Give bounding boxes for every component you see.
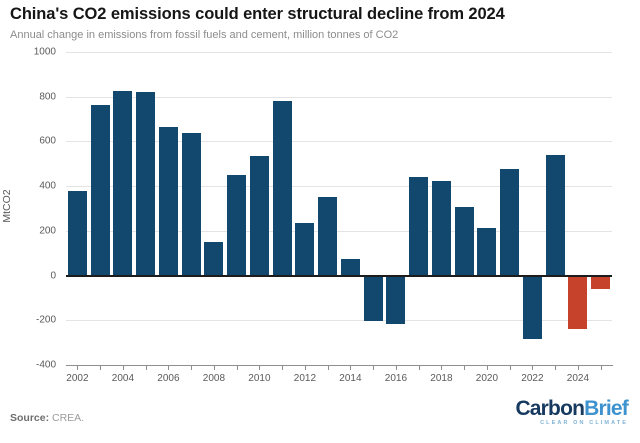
gridline-200 xyxy=(66,230,612,232)
x-tick-label-2014: 2014 xyxy=(339,373,362,384)
x-tick-2019 xyxy=(464,366,466,370)
y-tick-label--200: -200 xyxy=(35,314,56,326)
zero-baseline xyxy=(66,274,612,277)
bar-2024 xyxy=(568,275,588,330)
x-tick-2005 xyxy=(145,366,147,370)
x-tick-label-2016: 2016 xyxy=(384,373,408,384)
x-tick-label-2006: 2006 xyxy=(157,373,180,384)
source-note: Source: CREA. xyxy=(10,412,84,424)
gridline-400 xyxy=(66,186,612,188)
x-tick-label-2024: 2024 xyxy=(566,373,590,384)
gridline-800 xyxy=(66,96,612,98)
source-value: CREA. xyxy=(52,412,85,424)
x-tick-2013 xyxy=(327,366,329,370)
bar-2018 xyxy=(431,180,451,276)
bar-2010 xyxy=(249,156,269,276)
y-tick-label-800: 800 xyxy=(39,91,56,103)
x-tick-2022 xyxy=(532,366,534,370)
y-tick-label--400: -400 xyxy=(35,359,56,371)
y-axis-tick-labels: 1000 800 600 400 200 0 -200 -400 xyxy=(0,47,60,371)
x-tick-label-2018: 2018 xyxy=(430,373,453,384)
x-tick-label-2010: 2010 xyxy=(248,373,271,384)
bar-2017 xyxy=(409,177,429,276)
bar-2013 xyxy=(318,197,338,276)
x-tick-2012 xyxy=(304,366,306,370)
x-tick-2006 xyxy=(168,366,170,370)
chart-subtitle: Annual change in emissions from fossil f… xyxy=(10,29,399,41)
y-tick-label-1000: 1000 xyxy=(33,46,56,58)
x-tick-2020 xyxy=(486,366,488,370)
bar-2011 xyxy=(272,101,292,276)
x-tick-2018 xyxy=(441,366,443,370)
bar-2012 xyxy=(295,223,315,276)
x-tick-2024 xyxy=(577,366,579,370)
logo-tagline: CLEAR ON CLIMATE xyxy=(540,420,628,426)
x-tick-2009 xyxy=(236,366,238,370)
source-label: Source: xyxy=(10,412,50,424)
x-tick-label-2012: 2012 xyxy=(293,373,317,384)
gridline-1000 xyxy=(66,52,612,53)
bar-2015 xyxy=(363,275,383,322)
x-tick-label-2002: 2002 xyxy=(66,373,89,384)
x-axis-line xyxy=(66,365,613,366)
y-tick-label-200: 200 xyxy=(39,225,56,237)
bar-2009 xyxy=(227,175,247,276)
plot-area xyxy=(66,52,612,365)
bar-2006 xyxy=(158,126,178,276)
x-tick-label-2020: 2020 xyxy=(475,373,499,384)
x-tick-2025 xyxy=(600,366,602,370)
bar-2005 xyxy=(136,92,156,276)
bar-2019 xyxy=(454,207,474,276)
x-tick-2003 xyxy=(100,366,102,370)
x-tick-2008 xyxy=(213,366,215,370)
bar-2021 xyxy=(500,169,520,276)
x-tick-label-2004: 2004 xyxy=(111,373,135,384)
y-tick-label-600: 600 xyxy=(39,135,56,147)
x-tick-label-2022: 2022 xyxy=(521,373,544,384)
x-tick-2017 xyxy=(418,366,420,370)
carbonbrief-logo: CarbonBrief CLEAR ON CLIMATE xyxy=(515,398,628,427)
x-tick-2011 xyxy=(282,366,284,370)
x-tick-2021 xyxy=(509,366,511,370)
bar-2007 xyxy=(181,132,201,276)
chart-title: China's CO2 emissions could enter struct… xyxy=(10,5,505,23)
x-tick-2016 xyxy=(395,366,397,370)
bar-2025 xyxy=(591,275,611,289)
x-tick-2014 xyxy=(350,366,352,370)
x-tick-label-2008: 2008 xyxy=(202,373,226,384)
bar-2002 xyxy=(67,190,87,276)
bar-2023 xyxy=(545,154,565,276)
y-tick-label-400: 400 xyxy=(39,180,56,192)
bar-2020 xyxy=(477,227,497,276)
logo-carbon-text: Carbon xyxy=(515,397,585,420)
bar-2004 xyxy=(113,91,133,276)
bar-2016 xyxy=(386,275,406,324)
bar-2014 xyxy=(340,258,360,276)
x-tick-2004 xyxy=(122,366,124,370)
gridline-600 xyxy=(66,141,612,143)
x-tick-2015 xyxy=(373,366,375,370)
y-tick-label-0: 0 xyxy=(50,270,56,282)
x-tick-2007 xyxy=(191,366,193,370)
x-tick-2002 xyxy=(77,366,79,370)
logo-brief-text: Brief xyxy=(584,397,629,420)
bar-2008 xyxy=(204,242,224,276)
bar-2003 xyxy=(90,104,110,276)
x-tick-2010 xyxy=(259,366,261,370)
x-tick-2023 xyxy=(555,366,557,370)
gridline--200 xyxy=(66,320,612,322)
bar-2022 xyxy=(522,275,542,340)
carbonbrief-logo-wordmark: CarbonBrief xyxy=(515,398,628,419)
